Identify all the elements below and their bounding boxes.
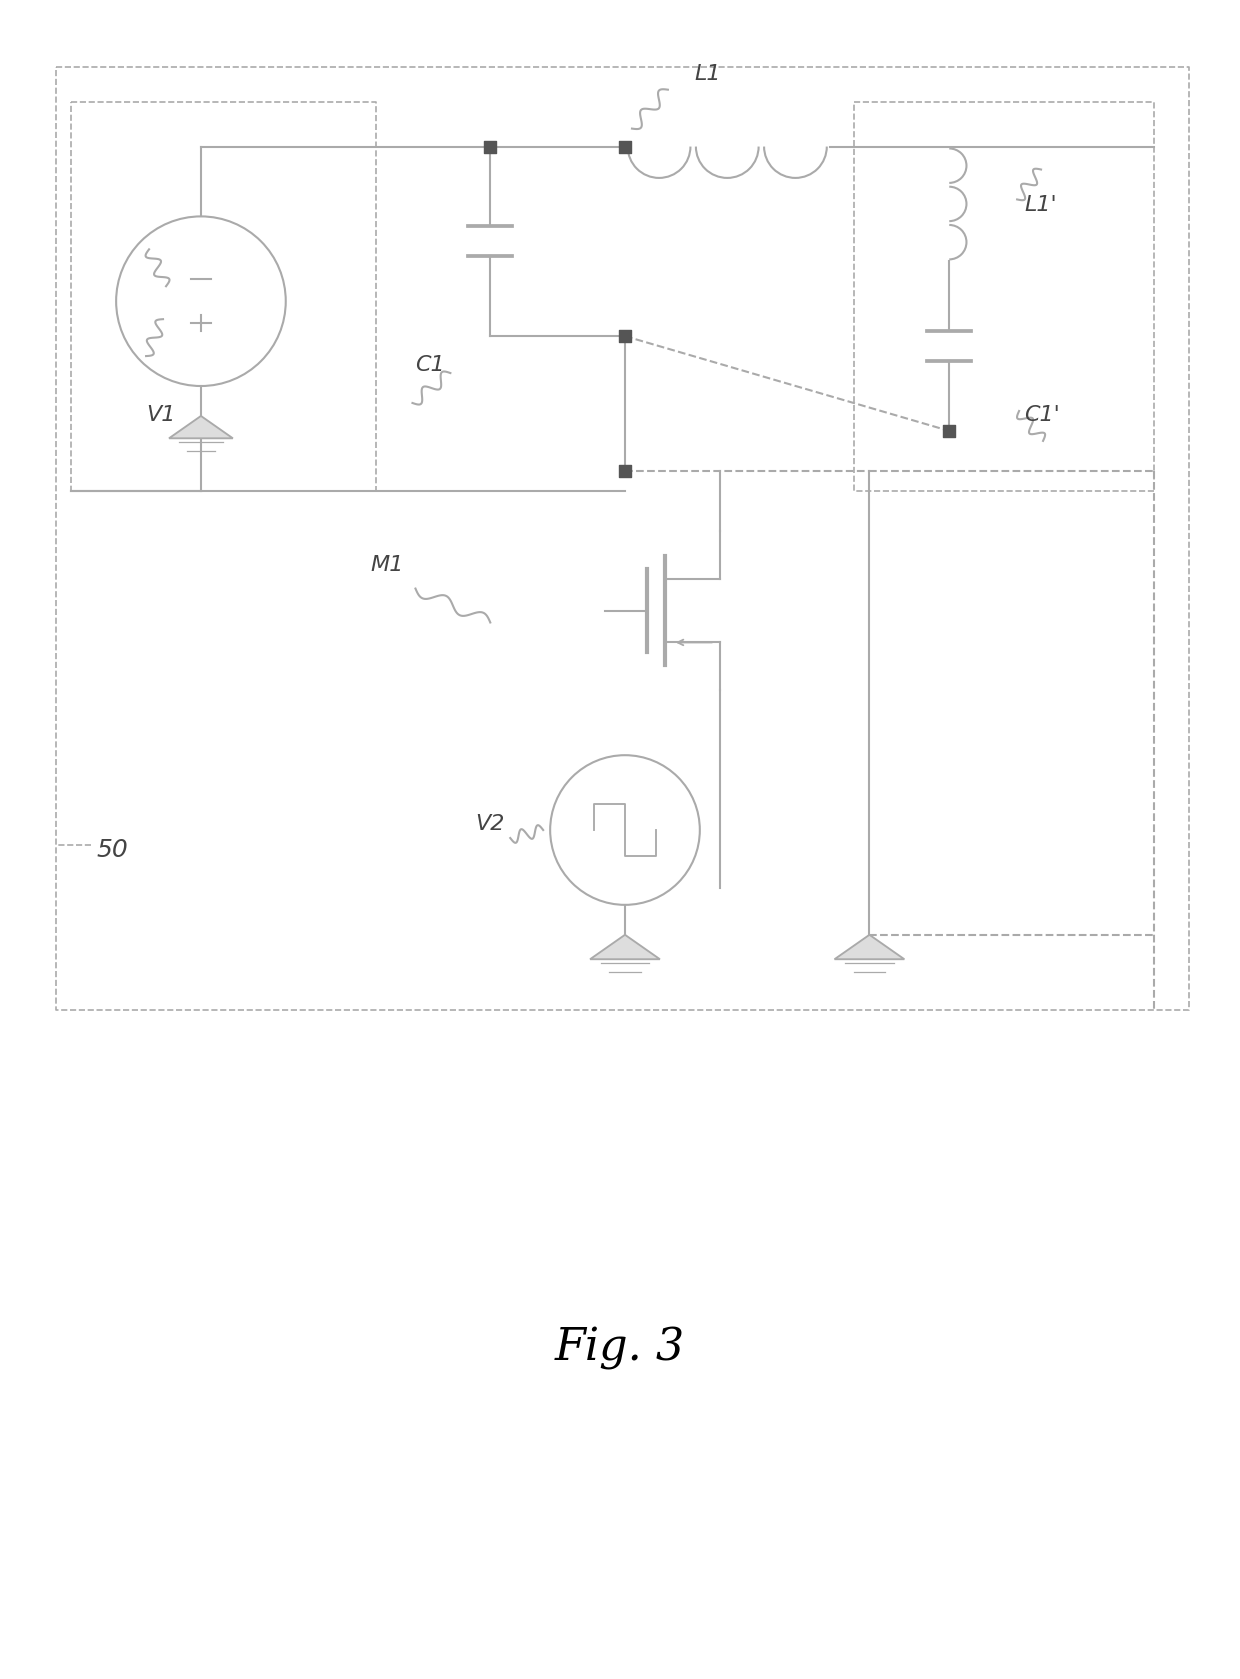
Polygon shape [169, 416, 233, 438]
Point [615, 457, 635, 484]
Text: V1: V1 [146, 405, 175, 425]
Text: Fig. 3: Fig. 3 [554, 1328, 686, 1370]
Text: M1: M1 [371, 554, 404, 574]
Point [615, 133, 635, 160]
Polygon shape [835, 935, 904, 959]
Point [940, 418, 960, 445]
Text: 50: 50 [97, 838, 128, 861]
Text: L1: L1 [694, 64, 722, 84]
Point [615, 322, 635, 349]
Point [480, 133, 500, 160]
Text: C1': C1' [1024, 405, 1060, 425]
Text: L1': L1' [1024, 195, 1056, 215]
Text: V2: V2 [475, 814, 505, 834]
Text: C1: C1 [415, 354, 445, 374]
Polygon shape [590, 935, 660, 959]
